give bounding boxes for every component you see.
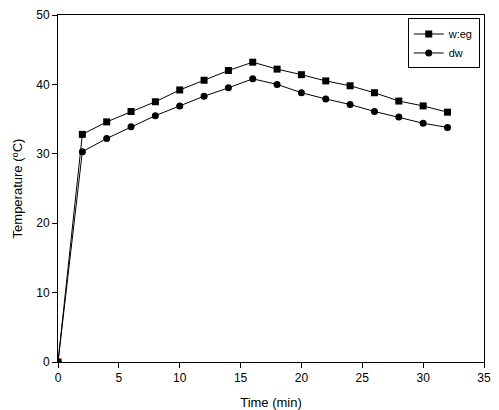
svg-text:0: 0 (43, 355, 50, 369)
svg-text:5: 5 (116, 371, 123, 385)
svg-text:40: 40 (36, 78, 50, 92)
svg-text:50: 50 (36, 8, 50, 22)
svg-text:dw: dw (449, 47, 463, 59)
svg-text:0: 0 (55, 371, 62, 385)
svg-text:30: 30 (36, 147, 50, 161)
svg-text:10: 10 (173, 371, 187, 385)
svg-text:15: 15 (234, 371, 248, 385)
svg-text:w:eg: w:eg (448, 28, 472, 40)
svg-text:25: 25 (356, 371, 370, 385)
svg-text:30: 30 (416, 371, 430, 385)
svg-text:Temperature (⁰C): Temperature (⁰C) (10, 139, 25, 239)
svg-text:Time (min): Time (min) (240, 395, 302, 410)
svg-text:20: 20 (295, 371, 309, 385)
svg-text:35: 35 (477, 371, 491, 385)
svg-text:10: 10 (36, 286, 50, 300)
svg-text:20: 20 (36, 216, 50, 230)
